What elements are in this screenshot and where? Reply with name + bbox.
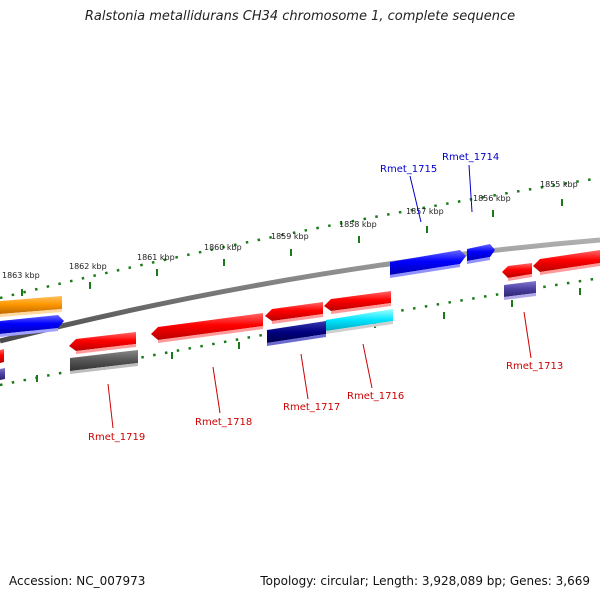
tick-label: 1862 kbp bbox=[69, 262, 107, 271]
gene-label-rmet-1715: Rmet_1715 bbox=[380, 164, 437, 175]
tick-label: 1863 kbp bbox=[2, 271, 40, 280]
gene-arrow-rmet-1716[interactable] bbox=[324, 291, 391, 311]
gene-arrow[interactable] bbox=[0, 349, 4, 363]
gene-label-rmet-1716: Rmet_1716 bbox=[347, 391, 404, 402]
tick-label: 1856 kbp bbox=[473, 194, 511, 203]
gene-arrow-rmet-1715[interactable] bbox=[390, 250, 466, 275]
gene-arrow[interactable] bbox=[326, 309, 393, 331]
gene-arrow-rmet-1714[interactable] bbox=[467, 244, 495, 261]
outer-tick-ruler bbox=[0, 176, 600, 300]
genome-summary-text: Topology: circular; Length: 3,928,089 bp… bbox=[260, 574, 590, 588]
gene-arrow[interactable] bbox=[533, 250, 600, 272]
gene-arrow[interactable] bbox=[0, 315, 64, 334]
tick-label: 1860 kbp bbox=[204, 243, 242, 252]
forward-strand-features bbox=[0, 244, 495, 337]
gene-label-rmet-1717: Rmet_1717 bbox=[283, 402, 340, 413]
tick-label: 1859 kbp bbox=[271, 232, 309, 241]
chromosome-backbone bbox=[0, 237, 600, 344]
gene-arrow-rmet-1719[interactable] bbox=[69, 332, 136, 351]
gene-arrow[interactable] bbox=[0, 296, 62, 314]
tick-label: 1858 kbp bbox=[339, 220, 377, 229]
gene-label-rmet-1718: Rmet_1718 bbox=[195, 417, 252, 428]
tick-label: 1857 kbp bbox=[406, 207, 444, 216]
gene-arrow[interactable] bbox=[70, 350, 138, 371]
gene-label-rmet-1719: Rmet_1719 bbox=[88, 432, 145, 443]
gene-labels: Rmet_1715 Rmet_1714 Rmet_1713 Rmet_1716 … bbox=[88, 152, 563, 443]
gene-arrow-rmet-1713[interactable] bbox=[502, 263, 532, 278]
accession-text: Accession: NC_007973 bbox=[9, 574, 146, 588]
gene-arrow[interactable] bbox=[267, 321, 326, 343]
tick-label: 1855 kbp bbox=[540, 180, 578, 189]
gene-label-rmet-1714: Rmet_1714 bbox=[442, 152, 499, 163]
map-title: Ralstonia metallidurans CH34 chromosome … bbox=[84, 9, 516, 24]
tick-labels: 1863 kbp 1862 kbp 1861 kbp 1860 kbp 1859… bbox=[2, 180, 578, 280]
gene-arrow[interactable] bbox=[504, 281, 536, 297]
gene-label-rmet-1713: Rmet_1713 bbox=[506, 361, 563, 372]
tick-label: 1861 kbp bbox=[137, 253, 175, 262]
gene-arrow-rmet-1718[interactable] bbox=[151, 313, 263, 340]
reverse-strand-features bbox=[0, 250, 600, 380]
gene-arrow[interactable] bbox=[0, 368, 5, 380]
outer-major-ticks bbox=[21, 199, 563, 296]
gene-arrow-rmet-1717[interactable] bbox=[265, 302, 323, 321]
label-leader-lines bbox=[107, 164, 532, 429]
